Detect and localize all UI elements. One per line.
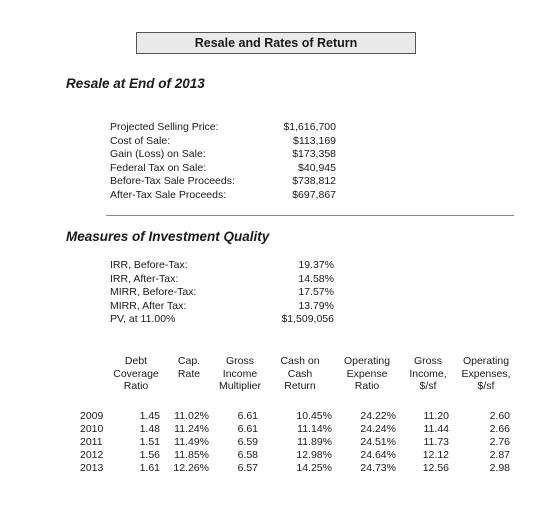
resale-label: Cost of Sale: [110, 134, 171, 147]
cell-cash-on-cash: 14.25% [296, 462, 332, 474]
ratios-table: 2009 1.45 11.02% 6.61 10.45% 24.22% 11.2… [0, 410, 551, 480]
col-header-cash-on-cash: Cash on Cash Return [280, 355, 320, 392]
quality-value: 17.57% [298, 286, 334, 298]
resale-value: $113,169 [292, 134, 336, 147]
row-year: 2012 [80, 449, 104, 461]
resale-label: After-Tax Sale Proceeds: [110, 188, 227, 201]
resale-label: Projected Selling Price: [110, 121, 219, 133]
resale-value: $173,358 [292, 148, 336, 160]
row-year: 2009 [80, 410, 104, 422]
col-header-cap-rate: Cap. Rate [177, 355, 201, 380]
resale-label: Gain (Loss) on Sale: [110, 148, 206, 160]
cell-gross-income-sf: 11.44 [423, 423, 450, 435]
cell-cap-rate: 11.85% [174, 449, 209, 461]
cell-operating-expenses-sf: 2.87 [489, 449, 510, 461]
table-row: 2011 1.51 11.49% 6.59 11.89% 24.51% 11.7… [0, 436, 551, 449]
cell-debt-coverage: 1.48 [139, 423, 160, 435]
cell-debt-coverage: 1.56 [139, 449, 160, 461]
quality-value: 14.58% [298, 272, 334, 285]
cell-debt-coverage: 1.45 [139, 410, 160, 422]
col-header-gross-income-sf: Gross Income, $/sf [409, 355, 447, 392]
quality-row: MIRR, Before-Tax: 17.57% [110, 286, 334, 300]
quality-value: 19.37% [298, 259, 334, 271]
quality-label: MIRR, After Tax: [110, 299, 187, 312]
cell-cash-on-cash: 10.45% [296, 410, 332, 422]
resale-row: Cost of Sale: $113,169 [110, 135, 336, 149]
col-header-operating-expense-ratio: Operating Expense Ratio [343, 355, 391, 392]
table-row: 2012 1.56 11.85% 6.58 12.98% 24.64% 12.1… [0, 449, 551, 462]
row-year: 2013 [80, 462, 104, 474]
quality-value: $1,509,056 [281, 313, 334, 325]
resale-row: Federal Tax on Sale: $40,945 [110, 162, 336, 176]
cell-operating-expense-ratio: 24.24% [360, 423, 396, 435]
resale-label: Federal Tax on Sale: [110, 161, 207, 174]
cell-gross-income-multiplier: 6.57 [237, 462, 258, 474]
resale-value: $697,867 [292, 188, 336, 201]
table-row: 2009 1.45 11.02% 6.61 10.45% 24.22% 11.2… [0, 410, 551, 423]
quality-row: MIRR, After Tax: 13.79% [110, 300, 334, 314]
cell-gross-income-sf: 12.56 [422, 462, 449, 474]
cell-cash-on-cash: 12.98% [296, 449, 332, 461]
col-header-gross-income-multiplier: Gross Income Multiplier [218, 355, 261, 392]
cell-gross-income-sf: 11.20 [423, 410, 450, 422]
cell-cap-rate: 11.49% [174, 436, 209, 448]
resale-row: After-Tax Sale Proceeds: $697,867 [110, 189, 336, 203]
cell-gross-income-multiplier: 6.59 [237, 436, 258, 448]
cell-gross-income-sf: 11.73 [423, 436, 450, 448]
row-year: 2011 [80, 436, 103, 448]
cell-gross-income-multiplier: 6.61 [237, 423, 258, 435]
resale-row: Gain (Loss) on Sale: $173,358 [110, 148, 336, 162]
quality-label: IRR, Before-Tax: [110, 259, 188, 271]
resale-row: Projected Selling Price: $1,616,700 [110, 121, 336, 135]
cell-cash-on-cash: 11.14% [297, 423, 332, 435]
page-title: Resale and Rates of Return [136, 32, 416, 54]
table-row: 2010 1.48 11.24% 6.61 11.14% 24.24% 11.4… [0, 423, 551, 436]
resale-row: Before-Tax Sale Proceeds: $738,812 [110, 175, 336, 189]
cell-operating-expenses-sf: 2.60 [489, 410, 510, 422]
cell-operating-expense-ratio: 24.64% [360, 449, 396, 461]
section-divider [106, 215, 514, 216]
cell-operating-expense-ratio: 24.51% [360, 436, 396, 448]
quality-row: IRR, After-Tax: 14.58% [110, 273, 334, 287]
cell-gross-income-sf: 12.12 [422, 449, 449, 461]
quality-value: 13.79% [298, 299, 334, 312]
cell-cap-rate: 12.26% [173, 462, 209, 474]
resale-label: Before-Tax Sale Proceeds: [110, 175, 235, 187]
cell-debt-coverage: 1.51 [139, 436, 160, 448]
resale-value: $738,812 [292, 175, 336, 187]
table-row: 2013 1.61 12.26% 6.57 14.25% 24.73% 12.5… [0, 462, 551, 475]
cell-debt-coverage: 1.61 [139, 462, 160, 474]
cell-cash-on-cash: 11.89% [297, 436, 332, 448]
quality-heading: Measures of Investment Quality [66, 229, 270, 244]
resale-value: $1,616,700 [283, 121, 336, 133]
col-header-debt-coverage: Debt Coverage Ratio [113, 355, 159, 392]
quality-row: IRR, Before-Tax: 19.37% [110, 259, 334, 273]
cell-operating-expense-ratio: 24.22% [360, 410, 396, 422]
resale-heading: Resale at End of 2013 [66, 76, 205, 91]
cell-operating-expense-ratio: 24.73% [360, 462, 396, 474]
cell-gross-income-multiplier: 6.58 [237, 449, 258, 461]
cell-cap-rate: 11.24% [174, 423, 209, 435]
col-header-operating-expenses-sf: Operating Expenses, $/sf [461, 355, 511, 392]
cell-gross-income-multiplier: 6.61 [237, 410, 258, 422]
row-year: 2010 [80, 423, 104, 435]
cell-operating-expenses-sf: 2.76 [489, 436, 510, 448]
quality-label: MIRR, Before-Tax: [110, 286, 197, 298]
cell-operating-expenses-sf: 2.98 [489, 462, 510, 474]
resale-value: $40,945 [298, 161, 336, 174]
quality-label: IRR, After-Tax: [110, 272, 179, 285]
cell-operating-expenses-sf: 2.66 [489, 423, 510, 435]
quality-row: PV, at 11.00% $1,509,056 [110, 313, 334, 327]
cell-cap-rate: 11.02% [174, 410, 209, 422]
quality-label: PV, at 11.00% [110, 313, 176, 325]
